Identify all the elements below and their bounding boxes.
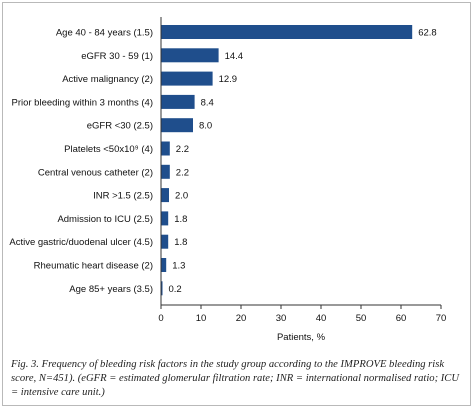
bar bbox=[161, 25, 413, 39]
category-label: Central venous catheter (2) bbox=[38, 167, 153, 178]
category-label: Active gastric/duodenal ulcer (4.5) bbox=[9, 237, 153, 248]
bar-chart: Age 40 - 84 years (1.5) eGFR 30 - 59 (1) A… bbox=[9, 17, 446, 343]
bar bbox=[161, 118, 193, 133]
value-label: 1.3 bbox=[172, 261, 185, 272]
category-label: eGFR 30 - 59 (1) bbox=[81, 51, 153, 62]
category-label: Active malignancy (2) bbox=[62, 74, 153, 85]
bar bbox=[161, 234, 169, 249]
bar bbox=[161, 48, 219, 63]
bar bbox=[161, 211, 169, 226]
bar bbox=[161, 188, 169, 203]
value-label: 8.4 bbox=[201, 97, 214, 108]
bar bbox=[161, 71, 213, 86]
bars bbox=[161, 25, 413, 296]
bar bbox=[161, 281, 163, 296]
category-label: Rheumatic heart disease (2) bbox=[34, 261, 153, 272]
value-label: 2.2 bbox=[176, 167, 189, 178]
value-labels: 62.8 14.4 12.9 8.4 8.0 2.2 2.2 2.0 1.8 1.8 1.3 0.2 bbox=[169, 28, 437, 295]
category-label: Age 85+ years (3.5) bbox=[69, 284, 153, 295]
x-tick-label: 60 bbox=[396, 313, 407, 324]
x-tick-label: 70 bbox=[436, 313, 447, 324]
category-label: Prior bleeding within 3 months (4) bbox=[11, 97, 153, 108]
x-tick-label: 50 bbox=[356, 313, 367, 324]
value-label: 1.8 bbox=[174, 237, 187, 248]
value-label: 62.8 bbox=[418, 28, 437, 39]
value-label: 1.8 bbox=[174, 214, 187, 225]
value-label: 2.0 bbox=[175, 191, 188, 202]
category-label: Age 40 - 84 years (1.5) bbox=[56, 28, 153, 39]
x-tick-label: 0 bbox=[158, 313, 163, 324]
value-label: 14.4 bbox=[225, 51, 244, 62]
bar bbox=[161, 141, 170, 156]
figure-caption: Fig. 3. Frequency of bleeding risk facto… bbox=[11, 359, 460, 398]
value-label: 0.2 bbox=[169, 284, 182, 295]
bar bbox=[161, 94, 195, 109]
x-tick-label: 30 bbox=[276, 313, 287, 324]
x-axis: 0 10 20 30 40 50 60 70 bbox=[158, 17, 446, 324]
x-tick-label: 40 bbox=[316, 313, 327, 324]
category-label: Platelets <50x10⁹ (4) bbox=[64, 144, 153, 155]
value-label: 12.9 bbox=[219, 74, 238, 85]
x-tick-label: 10 bbox=[196, 313, 207, 324]
value-label: 8.0 bbox=[199, 121, 212, 132]
bar bbox=[161, 258, 167, 272]
category-label: Admission to ICU (2.5) bbox=[57, 214, 153, 225]
category-label: eGFR <30 (2.5) bbox=[87, 121, 153, 132]
category-labels: Age 40 - 84 years (1.5) eGFR 30 - 59 (1) A… bbox=[9, 28, 153, 295]
x-axis-title: Patients, % bbox=[277, 332, 326, 343]
value-label: 2.2 bbox=[176, 144, 189, 155]
bar bbox=[161, 164, 170, 179]
category-label: INR >1.5 (2.5) bbox=[93, 191, 153, 202]
x-tick-label: 20 bbox=[236, 313, 247, 324]
